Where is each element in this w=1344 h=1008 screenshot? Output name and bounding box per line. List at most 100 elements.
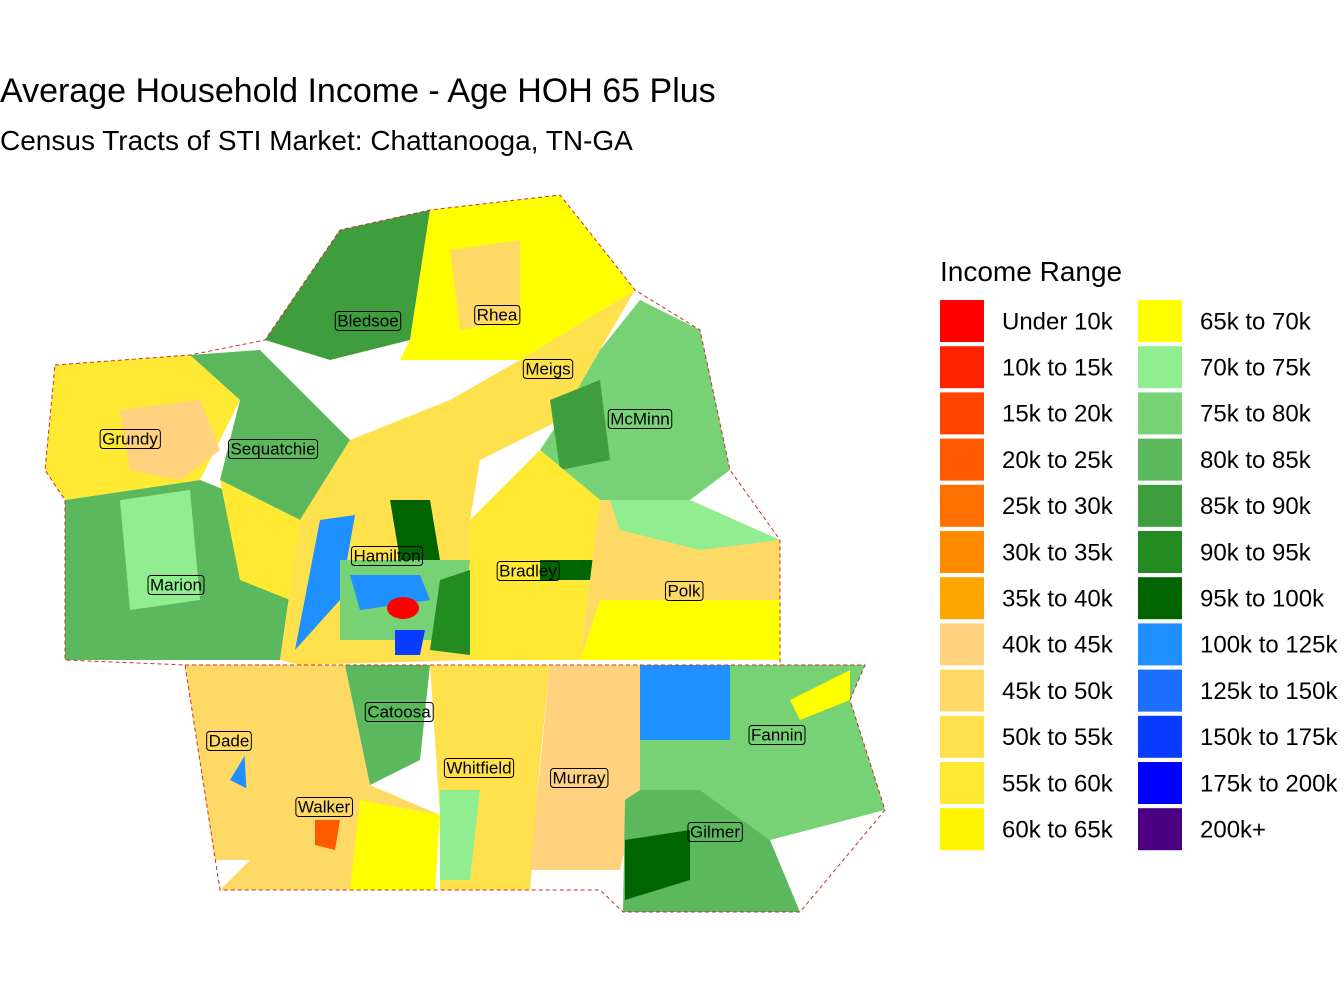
county-label-box xyxy=(522,358,574,379)
legend-swatch xyxy=(1138,762,1182,804)
region xyxy=(190,350,350,520)
region xyxy=(430,570,470,655)
legend-label: 45k to 50k xyxy=(1002,678,1114,705)
region xyxy=(610,500,780,550)
legend-label: 95k to 100k xyxy=(1200,586,1325,613)
county-label-box xyxy=(147,574,205,595)
legend-label: 90k to 95k xyxy=(1200,539,1312,566)
legend-swatch xyxy=(1138,669,1182,712)
legend-label: 175k to 200k xyxy=(1200,770,1338,797)
legend-swatch xyxy=(1138,300,1182,342)
county-label: Walker xyxy=(298,797,351,816)
legend-label: 85k to 90k xyxy=(1200,493,1312,520)
legend-swatch xyxy=(1138,715,1182,758)
county-label-box xyxy=(295,796,353,817)
legend-swatch xyxy=(940,808,984,851)
county-label-box xyxy=(607,408,673,429)
region xyxy=(387,597,419,619)
legend-label: 55k to 60k xyxy=(1002,770,1114,797)
region xyxy=(220,480,300,600)
legend-swatch xyxy=(1138,392,1182,435)
legend-swatch xyxy=(940,669,984,712)
county-label: Polk xyxy=(667,581,701,600)
region xyxy=(450,290,635,460)
region xyxy=(390,500,440,560)
region xyxy=(440,790,480,880)
region xyxy=(120,490,200,610)
legend-swatch xyxy=(1138,346,1182,389)
county-label-box xyxy=(664,580,704,601)
county-label: Hamilton xyxy=(353,546,420,565)
legend-label: 35k to 40k xyxy=(1002,586,1114,613)
county-label-box xyxy=(474,304,521,325)
legend-label: 10k to 15k xyxy=(1002,355,1114,382)
legend-label: 200k+ xyxy=(1200,817,1266,844)
legend-label: Under 10k xyxy=(1002,308,1114,335)
legend-label: 100k to 125k xyxy=(1200,632,1338,659)
legend-swatch xyxy=(940,346,984,389)
region xyxy=(315,820,340,850)
county-label: Bradley xyxy=(499,561,557,580)
county-label-box xyxy=(350,545,424,566)
county-label: Grundy xyxy=(102,429,158,448)
county-label-box xyxy=(687,821,743,842)
county-label: Sequatchie xyxy=(230,439,315,458)
county-border xyxy=(44,194,886,913)
region xyxy=(625,830,690,900)
legend: Under 10k 10k to 15k 15k to 20k 20k to 25k 2… xyxy=(940,300,1338,851)
legend-label: 15k to 20k xyxy=(1002,401,1114,428)
region xyxy=(120,400,220,480)
region xyxy=(395,630,425,655)
region xyxy=(295,515,355,650)
county-label-box xyxy=(206,730,252,751)
legend-swatch xyxy=(1138,577,1182,620)
legend-swatch xyxy=(940,392,984,435)
legend-label: 20k to 25k xyxy=(1002,447,1114,474)
legend-label: 80k to 85k xyxy=(1200,447,1312,474)
legend-label: 150k to 175k xyxy=(1200,724,1338,751)
legend-swatch xyxy=(1138,623,1182,666)
county-label: Gilmer xyxy=(690,822,740,841)
title: Average Household Income - Age HOH 65 Pl… xyxy=(0,72,716,110)
county-labels: Bledsoe Rhea Meigs McMinn Grundy Sequatc… xyxy=(99,304,806,842)
legend-swatch xyxy=(940,484,984,527)
map xyxy=(44,194,886,913)
county-label-box xyxy=(443,757,515,778)
county-label-box xyxy=(334,310,402,331)
county-label: Fannin xyxy=(751,725,803,744)
legend-swatch xyxy=(1138,438,1182,481)
region xyxy=(345,665,430,785)
legend-swatch xyxy=(940,531,984,573)
county-label-box xyxy=(550,767,609,788)
region xyxy=(550,380,610,470)
region xyxy=(265,210,430,360)
county-label: McMinn xyxy=(610,409,670,428)
county-label: Rhea xyxy=(477,305,518,324)
legend-swatch xyxy=(940,438,984,481)
county-label-box xyxy=(496,560,560,581)
legend-swatch xyxy=(940,300,984,342)
county-label: Marion xyxy=(150,575,202,594)
legend-label: 65k to 70k xyxy=(1200,308,1312,335)
county-label: Bledsoe xyxy=(337,311,398,330)
legend-label: 40k to 45k xyxy=(1002,632,1114,659)
region xyxy=(790,670,850,720)
legend-label: 70k to 75k xyxy=(1200,355,1312,382)
legend-swatch xyxy=(940,623,984,666)
legend-label: 50k to 55k xyxy=(1002,724,1114,751)
legend-title: Income Range xyxy=(940,256,1122,287)
region xyxy=(640,665,730,740)
legend-label: 30k to 35k xyxy=(1002,539,1114,566)
region xyxy=(530,665,640,870)
legend-label: 125k to 150k xyxy=(1200,678,1338,705)
legend-swatch xyxy=(940,762,984,804)
county-label-box xyxy=(364,701,434,722)
region xyxy=(470,450,600,660)
county-label: Catoosa xyxy=(367,702,431,721)
region xyxy=(450,240,520,330)
legend-swatch xyxy=(940,577,984,620)
county-label-box xyxy=(748,724,806,745)
region xyxy=(580,600,780,660)
subtitle: Census Tracts of STI Market: Chattanooga… xyxy=(0,125,633,156)
